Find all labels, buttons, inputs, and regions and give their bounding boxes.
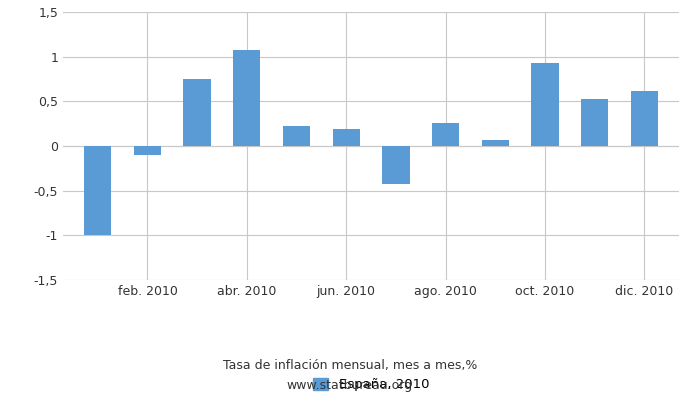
Bar <box>183 79 211 146</box>
Bar <box>581 99 608 146</box>
Bar <box>531 63 559 146</box>
Legend: España, 2010: España, 2010 <box>313 378 429 391</box>
Bar <box>134 146 161 155</box>
Bar <box>382 146 410 184</box>
Text: Tasa de inflación mensual, mes a mes,%: Tasa de inflación mensual, mes a mes,% <box>223 360 477 372</box>
Bar <box>233 50 260 146</box>
Text: www.statbureau.org: www.statbureau.org <box>287 380 413 392</box>
Bar <box>84 146 111 235</box>
Bar <box>631 91 658 146</box>
Bar <box>332 129 360 146</box>
Bar <box>432 123 459 146</box>
Bar <box>283 126 310 146</box>
Bar <box>482 140 509 146</box>
